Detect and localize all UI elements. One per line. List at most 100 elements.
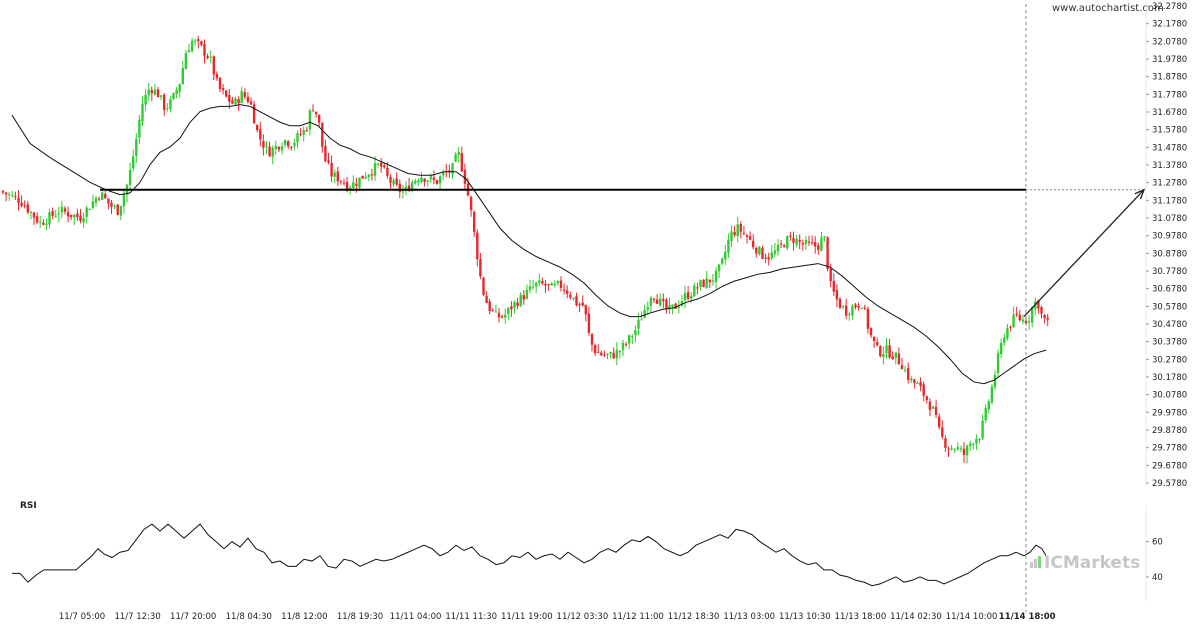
x-tick-label: 11/11 11:30 [445, 612, 497, 622]
candle-up [882, 353, 885, 357]
candle-down [522, 295, 525, 300]
candle-up [931, 406, 935, 409]
candle-down [764, 257, 767, 259]
candle-up [169, 99, 172, 109]
candle-down [1, 190, 5, 193]
candle-down [1046, 317, 1049, 320]
candle-up [659, 298, 662, 306]
candle-down [745, 235, 749, 237]
candle-up [550, 283, 553, 286]
candle-down [879, 346, 882, 357]
candle-down [686, 292, 690, 299]
candle-down [389, 176, 392, 183]
candle-up [141, 104, 144, 122]
candle-down [485, 295, 488, 303]
candle-up [144, 95, 147, 105]
candle-down [476, 232, 479, 260]
candle-down [600, 352, 603, 356]
candle-up [727, 239, 730, 253]
candle-up [8, 194, 11, 196]
candle-down [857, 305, 860, 308]
candle-down [702, 279, 705, 287]
x-tick-label: 11/13 10:30 [779, 612, 831, 622]
brand-name: Markets [1063, 553, 1140, 573]
candle-up [147, 89, 150, 96]
x-tick-label: 11/14 10:00 [946, 612, 998, 622]
candle-up [293, 142, 296, 147]
price-tick-label: 31.3780 [1152, 161, 1187, 171]
candle-down [262, 141, 265, 148]
candle-up [1003, 337, 1006, 344]
candle-down [944, 438, 947, 448]
candle-down [792, 237, 795, 243]
x-tick-label: 11/7 12:30 [114, 612, 160, 622]
candle-down [463, 169, 467, 184]
candle-up [85, 207, 88, 217]
candle-down [541, 281, 544, 284]
candle-down [197, 39, 200, 42]
candle-down [156, 89, 160, 98]
candle-up [401, 191, 405, 193]
candle-down [832, 280, 835, 292]
price-tick-label: 31.8780 [1152, 73, 1187, 83]
candle-down [318, 114, 321, 123]
candle-up [649, 297, 653, 306]
candle-up [956, 447, 959, 450]
candle-up [504, 314, 507, 318]
candle-up [525, 289, 529, 299]
candle-up [820, 237, 823, 251]
candle-down [51, 211, 54, 216]
candle-up [88, 209, 91, 211]
candle-up [959, 448, 963, 450]
price-tick-label: 30.4780 [1152, 320, 1187, 330]
rsi-tick-label: 40 [1152, 573, 1163, 583]
candle-down [1043, 315, 1046, 319]
candle-down [35, 216, 39, 223]
candle-up [507, 307, 510, 315]
candle-up [1031, 307, 1034, 323]
candle-up [29, 211, 33, 214]
candle-up [48, 212, 51, 225]
candle-down [215, 74, 219, 79]
candle-down [900, 365, 904, 370]
candle-down [200, 41, 203, 45]
candle-down [569, 294, 572, 298]
price-tick-label: 30.9780 [1152, 232, 1187, 242]
rsi-title: RSI [20, 501, 37, 511]
candle-down [789, 235, 792, 237]
candle-down [559, 280, 563, 288]
candle-up [240, 91, 243, 103]
candle-down [246, 96, 250, 102]
candle-up [528, 286, 532, 290]
candle-down [330, 162, 333, 177]
candle-down [150, 90, 153, 94]
candle-up [73, 214, 76, 218]
candle-up [860, 307, 863, 309]
candle-up [519, 294, 522, 306]
candle-down [26, 204, 29, 213]
candle-down [314, 111, 318, 115]
price-tick-label: 30.6780 [1152, 285, 1187, 295]
candle-down [810, 242, 814, 244]
candle-down [783, 245, 786, 248]
candle-up [187, 50, 191, 53]
candle-up [993, 374, 997, 388]
candle-up [916, 382, 919, 384]
candle-up [730, 231, 733, 241]
candle-down [252, 104, 256, 124]
candle-up [693, 285, 696, 297]
brand-logo: ICMarkets [1030, 553, 1140, 573]
candle-up [451, 163, 454, 174]
candle-up [773, 250, 777, 254]
candle-down [407, 185, 411, 191]
candle-down [256, 124, 259, 130]
candle-up [556, 280, 560, 284]
candle-down [829, 268, 832, 282]
candle-down [1015, 313, 1018, 315]
candle-up [1012, 314, 1015, 327]
price-tick-label: 31.2780 [1152, 179, 1187, 189]
candle-up [178, 84, 181, 92]
x-axis: 11/7 05:00 11/7 12:30 11/7 20:00 11/8 04:30… [59, 612, 1056, 622]
x-tick-label: 11/11 04:00 [390, 612, 442, 622]
candle-down [876, 342, 879, 346]
